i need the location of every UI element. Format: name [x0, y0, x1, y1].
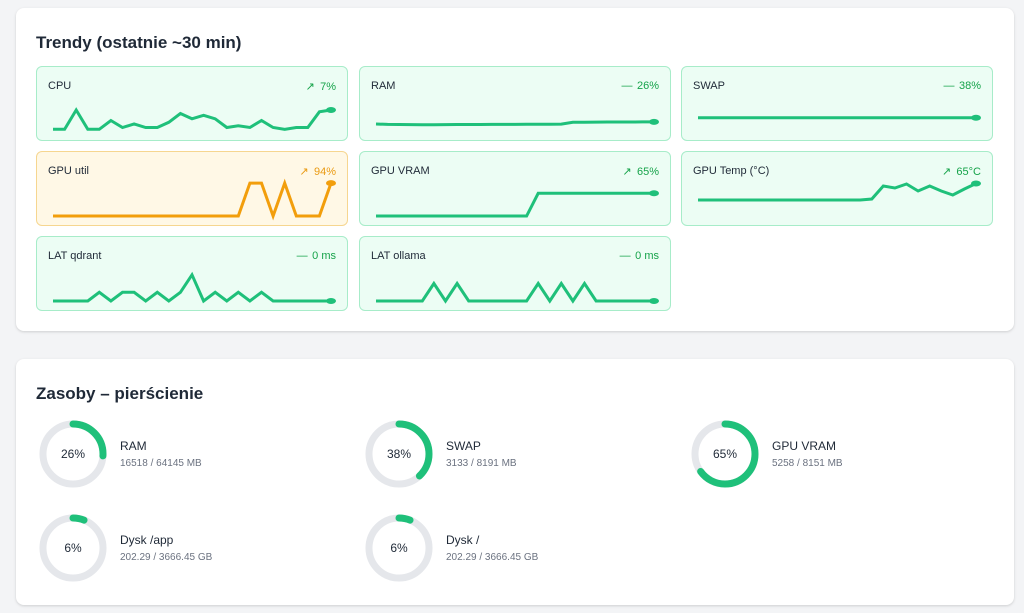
- ring-gauge: [39, 420, 107, 488]
- trend-flat-icon: —: [296, 250, 308, 262]
- trend-value: —38%: [943, 80, 981, 92]
- sparkline-chart: [53, 178, 336, 221]
- sparkline-chart: [698, 114, 981, 121]
- trend-label: LAT qdrant: [48, 250, 102, 262]
- ring-item-ram: 26% RAM 16518 / 64145 MB: [38, 419, 338, 491]
- sparkline-line: [53, 271, 331, 304]
- sparkline-chart: [53, 107, 336, 131]
- ring-label: RAM: [120, 439, 147, 453]
- trend-card-lat-ollama: LAT ollama —0 ms: [359, 236, 671, 311]
- trend-value: ↗ 94%: [299, 165, 336, 179]
- trend-label: CPU: [48, 80, 72, 92]
- sparkline-chart: [376, 190, 659, 218]
- sparkline-chart: [53, 271, 336, 304]
- ring-detail: 16518 / 64145 MB: [120, 458, 202, 469]
- trend-card-gpu-vram: GPU VRAM ↗ 65%: [359, 151, 671, 226]
- trend-label: RAM: [371, 80, 396, 92]
- trend-flat-icon: —: [619, 250, 631, 262]
- ring-label: Dysk /: [446, 533, 480, 547]
- trend-value: —0 ms: [296, 250, 336, 262]
- sparkline-line: [698, 182, 977, 202]
- sparkline-end-dot: [649, 118, 659, 125]
- ring-gauge: [39, 514, 107, 582]
- trend-card-lat-qdrant: LAT qdrant —0 ms: [36, 236, 348, 311]
- trend-label: GPU util: [48, 165, 89, 177]
- ring-fill-arc: [39, 514, 107, 582]
- trend-up-icon: ↗: [299, 166, 309, 178]
- trend-label: LAT ollama: [371, 250, 426, 262]
- sparkline-end-dot: [326, 107, 336, 113]
- rings-title: Zasoby – pierścienie: [36, 384, 204, 403]
- ring-fill-arc: [39, 420, 107, 488]
- trend-flat-icon: —: [943, 80, 955, 92]
- ring-label: SWAP: [446, 439, 481, 453]
- ring-detail: 3133 / 8191 MB: [446, 458, 517, 469]
- ring-label: GPU VRAM: [772, 439, 837, 453]
- sparkline-chart: [375, 118, 659, 127]
- trend-value: —26%: [621, 80, 659, 92]
- trend-value: ↗ 65°C: [941, 165, 981, 179]
- ring-fill-arc: [365, 514, 433, 582]
- ring-fill-arc: [691, 420, 759, 488]
- trend-value: —0 ms: [619, 250, 659, 262]
- trend-label: GPU VRAM: [371, 165, 430, 177]
- ring-label: Dysk /app: [120, 533, 174, 547]
- sparkline-end-dot: [971, 114, 981, 121]
- ring-fill-arc: [365, 420, 433, 488]
- ring-item-swap: 38% SWAP 3133 / 8191 MB: [364, 419, 664, 491]
- ring-item-gpu-vram: 65% GPU VRAM 5258 / 8151 MB: [690, 419, 990, 491]
- sparkline-line: [376, 280, 654, 304]
- trend-up-icon: ↗: [941, 166, 952, 178]
- trend-card-ram: RAM —26%: [359, 66, 671, 141]
- sparkline-end-dot: [326, 298, 336, 304]
- ring-percent: 26%: [60, 447, 86, 461]
- sparkline-end-dot: [649, 190, 659, 197]
- sparkline-chart: [698, 180, 981, 202]
- sparkline-line: [53, 178, 333, 221]
- rings-panel: Zasoby – pierścienie 26% RAM 16518 / 641…: [16, 359, 1014, 605]
- trend-card-cpu: CPU ↗ 7%: [36, 66, 348, 141]
- ring-detail: 5258 / 8151 MB: [772, 458, 843, 469]
- ring-percent: 38%: [386, 447, 412, 461]
- sparkline-end-dot: [971, 180, 981, 187]
- trend-card-gpu-util: GPU util ↗ 94%: [36, 151, 348, 226]
- trend-card-swap: SWAP —38%: [681, 66, 993, 141]
- trends-panel: Trendy (ostatnie ~30 min) CPU ↗ 7% RAM —2…: [16, 8, 1014, 331]
- trend-card-gpu-temp: GPU Temp (°C) ↗ 65°C: [681, 151, 993, 226]
- ring-item-disk-app: 6% Dysk /app 202.29 / 3666.45 GB: [38, 513, 338, 585]
- sparkline-line: [53, 107, 332, 131]
- ring-percent: 65%: [712, 447, 738, 461]
- ring-detail: 202.29 / 3666.45 GB: [446, 552, 539, 563]
- sparkline-chart: [376, 280, 659, 304]
- ring-gauge: [691, 420, 759, 488]
- ring-item-disk-root: 6% Dysk / 202.29 / 3666.45 GB: [364, 513, 664, 585]
- ring-detail: 202.29 / 3666.45 GB: [120, 552, 213, 563]
- sparkline-end-dot: [649, 298, 659, 304]
- trend-label: GPU Temp (°C): [693, 165, 770, 177]
- ring-percent: 6%: [390, 541, 408, 555]
- trends-title: Trendy (ostatnie ~30 min): [36, 33, 242, 52]
- sparkline-line: [376, 191, 654, 218]
- sparkline-line: [375, 120, 654, 127]
- trend-flat-icon: —: [621, 80, 633, 92]
- trend-label: SWAP: [693, 80, 725, 92]
- trend-value: ↗ 7%: [305, 80, 336, 94]
- trend-value: ↗ 65%: [622, 165, 659, 179]
- ring-percent: 6%: [64, 541, 82, 555]
- ring-gauge: [365, 514, 433, 582]
- ring-gauge: [365, 420, 433, 488]
- trend-up-icon: ↗: [622, 166, 632, 178]
- trend-up-icon: ↗: [305, 81, 315, 93]
- sparkline-end-dot: [326, 180, 336, 187]
